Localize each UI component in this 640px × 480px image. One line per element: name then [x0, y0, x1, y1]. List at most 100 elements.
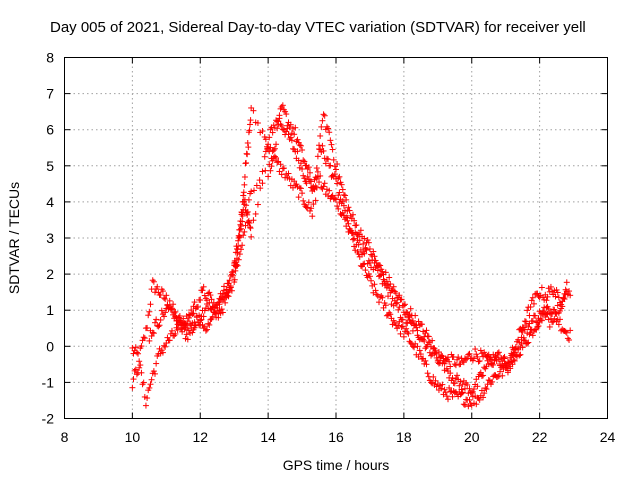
data-point [474, 383, 481, 390]
data-point [403, 319, 410, 326]
data-point [382, 302, 389, 309]
data-point [538, 284, 545, 291]
data-point [439, 360, 446, 367]
data-point [418, 321, 425, 328]
data-point [202, 327, 209, 334]
data-point [334, 161, 341, 168]
data-point [402, 301, 409, 308]
data-point [306, 169, 313, 176]
data-point [275, 121, 282, 128]
data-point [191, 299, 198, 306]
data-point [471, 385, 478, 392]
data-point [333, 166, 339, 173]
data-point [310, 185, 317, 192]
data-point [360, 240, 367, 247]
data-point [507, 354, 514, 361]
data-point [149, 277, 156, 284]
data-point [504, 358, 511, 365]
data-point [248, 233, 255, 240]
data-point [279, 126, 286, 133]
data-point [310, 201, 317, 208]
data-point [245, 219, 252, 226]
data-point [423, 361, 430, 368]
data-point [407, 305, 414, 312]
data-point [164, 301, 171, 308]
data-point [494, 351, 501, 358]
data-point [456, 382, 463, 389]
data-point [147, 301, 154, 308]
data-point [494, 373, 501, 380]
data-point [510, 356, 517, 363]
data-point [240, 189, 247, 196]
data-point [459, 389, 466, 396]
data-point [156, 322, 163, 329]
data-point [524, 330, 531, 337]
data-point [551, 315, 558, 322]
data-point [279, 102, 286, 109]
data-point [550, 318, 557, 325]
data-point [523, 318, 530, 325]
data-point [313, 165, 320, 172]
data-point [247, 117, 254, 124]
data-point [428, 379, 435, 386]
x-tick-label: 12 [192, 429, 208, 445]
data-point [563, 279, 570, 286]
data-point [241, 228, 248, 235]
data-point [267, 144, 274, 151]
data-point [247, 121, 254, 128]
data-point [499, 372, 506, 379]
data-point [467, 400, 474, 407]
data-point [304, 204, 311, 211]
data-point [346, 207, 353, 214]
data-point [335, 192, 342, 199]
data-point [312, 174, 319, 181]
data-point [297, 160, 304, 167]
data-point [204, 326, 211, 333]
data-point [254, 201, 261, 208]
data-point [390, 283, 397, 290]
data-point [239, 212, 246, 219]
data-point [138, 343, 145, 350]
data-point [409, 317, 416, 324]
data-point [349, 236, 356, 243]
data-point [239, 198, 246, 205]
data-point [144, 395, 151, 402]
data-point [387, 311, 394, 318]
data-point [340, 202, 347, 209]
data-point [140, 379, 147, 386]
data-point [137, 362, 144, 369]
data-point [368, 277, 375, 284]
data-point [296, 142, 303, 149]
data-point [361, 235, 368, 242]
data-point [331, 171, 338, 178]
data-point [219, 309, 226, 316]
data-point [297, 142, 304, 149]
data-point [269, 129, 276, 136]
data-point [308, 205, 315, 212]
data-point [353, 241, 360, 248]
data-point [248, 188, 255, 195]
series-trace-c [146, 102, 570, 397]
data-point [483, 386, 490, 393]
data-point [166, 297, 173, 304]
data-point [451, 380, 458, 387]
data-point [267, 167, 274, 174]
data-point [253, 182, 260, 189]
data-point [561, 290, 568, 297]
data-point [563, 329, 570, 336]
data-point [243, 202, 250, 209]
y-tick-label: 0 [46, 338, 54, 354]
data-point [518, 327, 525, 334]
y-tick-label: -1 [42, 374, 55, 390]
data-point [361, 260, 368, 267]
data-point [526, 312, 533, 319]
y-axis-label: SDTVAR / TECUs [6, 182, 22, 294]
chart-title: Day 005 of 2021, Sidereal Day-to-day VTE… [50, 19, 586, 36]
data-point [130, 376, 137, 383]
data-point [293, 181, 300, 188]
data-point [556, 316, 563, 323]
data-point [407, 339, 414, 346]
gridlines [64, 57, 608, 419]
data-point [524, 307, 531, 314]
data-point [527, 304, 534, 311]
